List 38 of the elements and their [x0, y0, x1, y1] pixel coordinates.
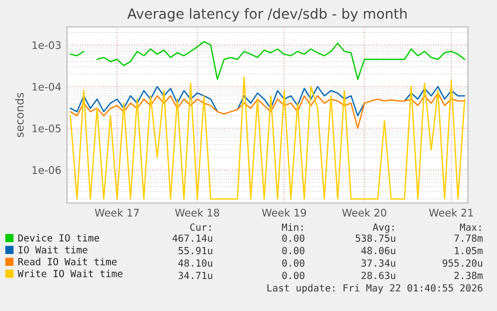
x-tick-label: Week 21 [429, 208, 473, 217]
legend-label: IO Wait time [18, 246, 88, 254]
text: 538.75u [356, 234, 396, 242]
text: 55.91u [178, 246, 212, 254]
text: 2.38m [454, 272, 483, 280]
x-tick-label: Week 18 [175, 208, 220, 217]
text: 0.00 [282, 272, 304, 280]
text: 467.14u [172, 234, 212, 242]
line-series [70, 76, 466, 200]
x-tick-label: Week 17 [94, 208, 139, 217]
chart-title: Average latency for /dev/sdb - by month [127, 8, 407, 22]
x-tick-label: Week 20 [342, 208, 386, 217]
y-tick-label: 1e-06 [32, 166, 61, 174]
text: 37.34u [362, 259, 396, 267]
text: Cur: [190, 223, 211, 231]
y-tick-label: 1e-04 [32, 82, 61, 91]
y-axis-title: seconds [15, 92, 24, 138]
line-series [70, 92, 466, 129]
legend-label: Device IO time [18, 234, 100, 242]
text: 955.20u [442, 259, 482, 267]
legend-label: Write IO Wait time [18, 270, 122, 278]
text: Last update: Fri May 22 01:40:55 2026 [267, 284, 482, 294]
text: 28.63u [362, 272, 396, 280]
text: 0.00 [282, 246, 304, 254]
y-tick-label: 1e-05 [32, 124, 61, 132]
x-tick-label: Week 19 [262, 208, 306, 217]
legend-label: Read IO Wait time [18, 258, 117, 266]
text: 34.71u [178, 272, 212, 280]
text: Min: [282, 223, 303, 231]
text: Max: [460, 224, 481, 231]
text: 1.05m [454, 246, 483, 254]
text: 48.10u [178, 259, 212, 267]
text: 0.00 [282, 234, 304, 242]
text: 0.00 [282, 259, 304, 267]
text: 7.78m [454, 234, 483, 242]
y-tick-label: 1e-03 [32, 41, 61, 50]
text: Avg: [372, 224, 394, 233]
text: 48.06u [361, 246, 396, 254]
